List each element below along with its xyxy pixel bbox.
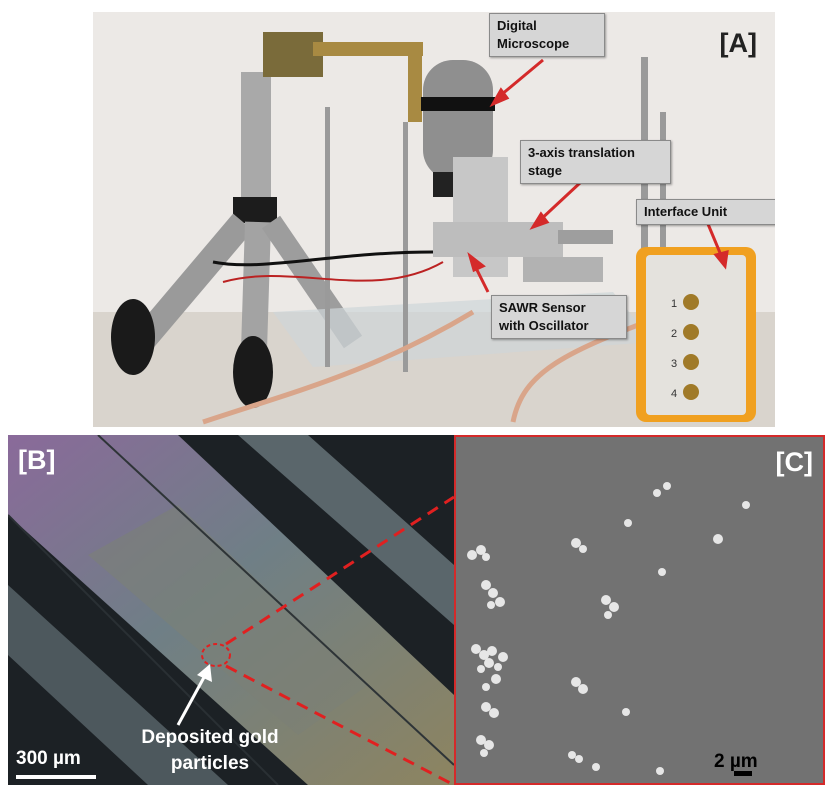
tripod — [111, 32, 423, 408]
callout-arrows — [467, 58, 729, 293]
callout-interface-unit: Interface Unit — [636, 199, 775, 225]
panel-label-b: [B] — [18, 445, 56, 475]
panel-a-photo: 1 2 3 4 Digital Microscope 3-axis transl… — [93, 12, 775, 427]
port-label-2: 2 — [671, 328, 677, 340]
port-label-4: 4 — [671, 388, 677, 400]
scale-bar-b-label: 300 µm — [16, 748, 81, 769]
panel-b-micrograph: Deposited gold particles 300 µm [B] — [8, 435, 454, 785]
callout-digital-microscope: Digital Microscope — [489, 13, 605, 57]
scale-bar-c-label: 2 µm — [714, 751, 758, 772]
interface-unit: 1 2 3 4 — [636, 247, 756, 422]
translation-stage — [433, 157, 613, 282]
gold-particles — [467, 482, 750, 775]
deposited-particles-label: Deposited gold particles — [141, 727, 279, 774]
callout-translation-stage: 3-axis translation stage — [520, 140, 671, 184]
panel-label-a: [A] — [719, 28, 757, 58]
sem-micrograph — [456, 437, 823, 783]
optical-micrograph — [8, 435, 454, 785]
panel-c-sem-image: 2 µm [C] — [454, 435, 825, 785]
callout-sawr-sensor: SAWR Sensor with Oscillator — [491, 295, 627, 339]
port-label-1: 1 — [671, 298, 677, 310]
panel-label-c: [C] — [775, 447, 813, 477]
port-label-3: 3 — [671, 358, 677, 370]
lab-setup-photo: 1 2 3 4 — [93, 12, 775, 427]
